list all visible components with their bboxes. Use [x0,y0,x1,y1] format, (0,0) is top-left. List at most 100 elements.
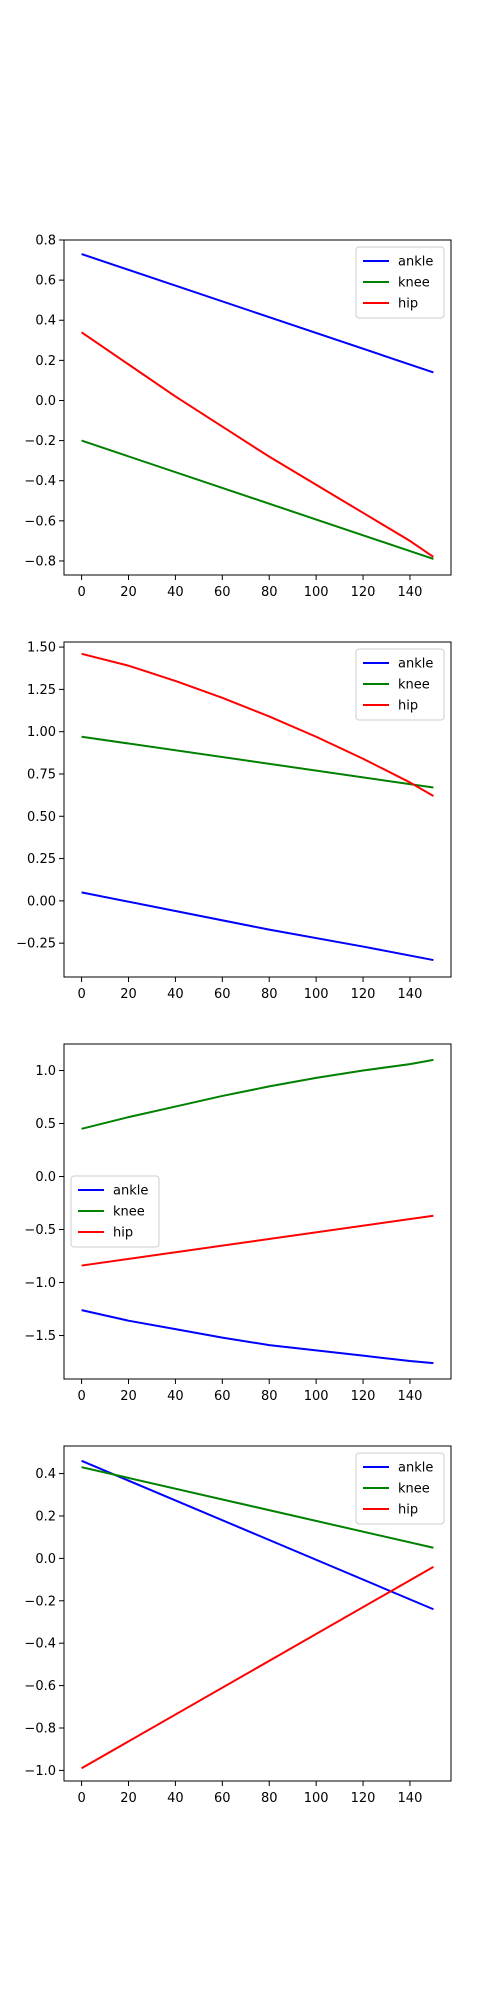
y-tick-label: 0.5 [35,1117,56,1132]
legend: ankle knee hip [355,246,445,319]
x-tick-label: 100 [304,1389,329,1404]
y-tick-label: 1.00 [27,725,56,740]
x-tick-label: 100 [304,585,329,600]
series-line-ankle [81,253,434,374]
series-line-hip [81,1214,434,1267]
x-tick-label: 120 [351,1389,376,1404]
x-tick-label: 80 [261,585,278,600]
legend-label-knee: knee [113,1205,145,1220]
legend-label-hip: hip [398,297,418,312]
y-tick-label: −0.8 [24,1721,56,1736]
x-tick-label: 120 [351,1791,376,1806]
y-tick-label: 0.50 [27,810,56,825]
legend-box [70,1175,160,1248]
legend-label-knee: knee [398,276,430,291]
y-tick-label: −0.6 [24,1679,56,1694]
x-tick-label: 80 [261,1791,278,1806]
y-tick-label: 0.2 [35,1509,56,1524]
y-tick-label: 1.25 [27,683,56,698]
x-tick-label: 140 [398,1791,423,1806]
y-tick-label: −0.4 [24,1637,56,1652]
y-tick-label: −1.0 [24,1764,56,1779]
legend-box [355,1452,445,1525]
y-tick-label: −0.8 [24,554,56,569]
legend-label-hip: hip [398,699,418,714]
y-tick-label: −0.5 [24,1223,56,1238]
legend-label-ankle: ankle [113,1184,148,1199]
y-tick-label: −0.25 [16,937,56,952]
chart-panel-4: 0 20 40 60 80 100 120 140 −1.0 −0.8 −0.6 −0.4 −0.2 0.… [24,1445,452,1806]
legend-label-hip: hip [398,1503,418,1518]
series-line-hip [81,331,434,558]
x-tick-label: 140 [398,1389,423,1404]
series-line-hip [81,1565,434,1770]
axes-frame [63,641,452,978]
x-tick-label: 80 [261,987,278,1002]
y-tick-label: 0.0 [35,394,56,409]
axes-frame [63,239,452,576]
y-tick-label: −0.2 [24,1594,56,1609]
axes-frame [63,1445,452,1782]
y-tick-label: 0.2 [35,354,56,369]
chart-panel-1: 0 20 40 60 80 100 120 140 −0.8 −0.6 −0.4 −0.2 0.0 0.2… [24,234,452,600]
x-tick-label: 100 [304,987,329,1002]
y-tick-label: 0.75 [27,767,56,782]
y-tick-label: 0.4 [35,314,56,329]
x-tick-label: 0 [77,1791,85,1806]
x-tick-label: 60 [214,1389,231,1404]
y-tick-label: 0.00 [27,894,56,909]
y-tick-label: 0.0 [35,1552,56,1567]
x-tick-label: 140 [398,585,423,600]
y-tick-label: 0.25 [27,852,56,867]
legend-box [355,648,445,721]
x-tick-label: 40 [167,1389,184,1404]
legend-label-knee: knee [398,1482,430,1497]
legend-label-knee: knee [398,678,430,693]
x-tick-label: 120 [351,585,376,600]
x-tick-label: 40 [167,1791,184,1806]
y-tick-label: 0.8 [35,234,56,249]
legend-label-hip: hip [113,1226,133,1241]
x-tick-label: 20 [120,585,137,600]
series-line-knee [81,1466,434,1549]
series-line-hip [81,652,434,797]
x-tick-label: 20 [120,987,137,1002]
series-line-ankle [81,891,434,962]
x-tick-label: 100 [304,1791,329,1806]
series-line-knee [81,439,434,560]
x-tick-label: 0 [77,987,85,1002]
y-tick-label: −1.5 [24,1329,56,1344]
legend: ankle knee hip [70,1175,160,1248]
y-tick-label: 0.6 [35,274,56,289]
x-tick-label: 140 [398,987,423,1002]
y-tick-label: −0.2 [24,434,56,449]
x-tick-label: 0 [77,1389,85,1404]
x-tick-label: 60 [214,585,231,600]
chart-panel-3: 0 20 40 60 80 100 120 140 −1.5 −1.0 −0.5 0.0 0.5 1.0 a… [24,1043,452,1404]
y-tick-label: 1.0 [35,1064,56,1079]
y-tick-label: −1.0 [24,1276,56,1291]
series-line-knee [81,1058,434,1130]
x-tick-label: 40 [167,987,184,1002]
series-line-ankle [81,1459,434,1611]
chart-panel-2: 0 20 40 60 80 100 120 140 −0.25 0.00 0.25 0.50 0.75 1… [16,641,452,1002]
x-tick-label: 120 [351,987,376,1002]
y-tick-label: 0.4 [35,1467,56,1482]
y-tick-label: 1.50 [27,641,56,656]
x-tick-label: 60 [214,987,231,1002]
x-tick-label: 20 [120,1791,137,1806]
y-tick-label: −0.6 [24,514,56,529]
x-tick-label: 80 [261,1389,278,1404]
series-line-knee [81,735,434,789]
x-tick-label: 40 [167,585,184,600]
x-tick-label: 20 [120,1389,137,1404]
x-tick-label: 0 [77,585,85,600]
y-tick-label: 0.0 [35,1170,56,1185]
x-tick-label: 60 [214,1791,231,1806]
y-tick-label: −0.4 [24,474,56,489]
legend: ankle knee hip [355,648,445,721]
legend-label-ankle: ankle [398,657,433,672]
axes-frame [63,1043,452,1380]
legend-label-ankle: ankle [398,1461,433,1476]
